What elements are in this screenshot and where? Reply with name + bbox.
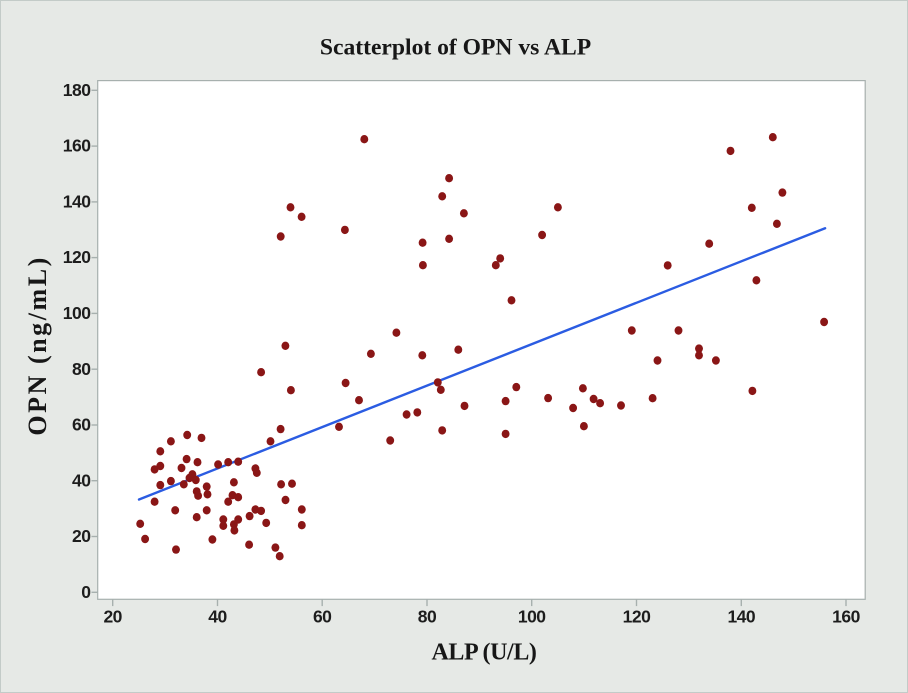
svg-text:ALP (U/L): ALP (U/L) [431, 640, 536, 666]
svg-text:120: 120 [623, 607, 651, 627]
svg-text:Scatterplot of OPN vs ALP: Scatterplot of OPN vs ALP [320, 35, 591, 61]
svg-text:60: 60 [72, 415, 91, 435]
svg-text:80: 80 [418, 607, 437, 627]
svg-text:0: 0 [81, 582, 91, 602]
svg-text:60: 60 [313, 607, 332, 627]
svg-text:140: 140 [63, 192, 91, 212]
svg-text:140: 140 [727, 607, 755, 627]
svg-text:20: 20 [103, 607, 122, 627]
svg-text:20: 20 [72, 526, 91, 546]
svg-text:160: 160 [832, 607, 860, 627]
svg-text:100: 100 [518, 607, 546, 627]
svg-text:100: 100 [63, 303, 91, 323]
svg-text:OPN (ng/mL): OPN (ng/mL) [23, 255, 52, 435]
svg-text:40: 40 [72, 470, 91, 490]
svg-text:80: 80 [72, 359, 91, 379]
svg-text:160: 160 [63, 136, 91, 156]
svg-text:120: 120 [63, 247, 91, 267]
svg-text:40: 40 [208, 607, 227, 627]
svg-text:180: 180 [63, 80, 91, 100]
